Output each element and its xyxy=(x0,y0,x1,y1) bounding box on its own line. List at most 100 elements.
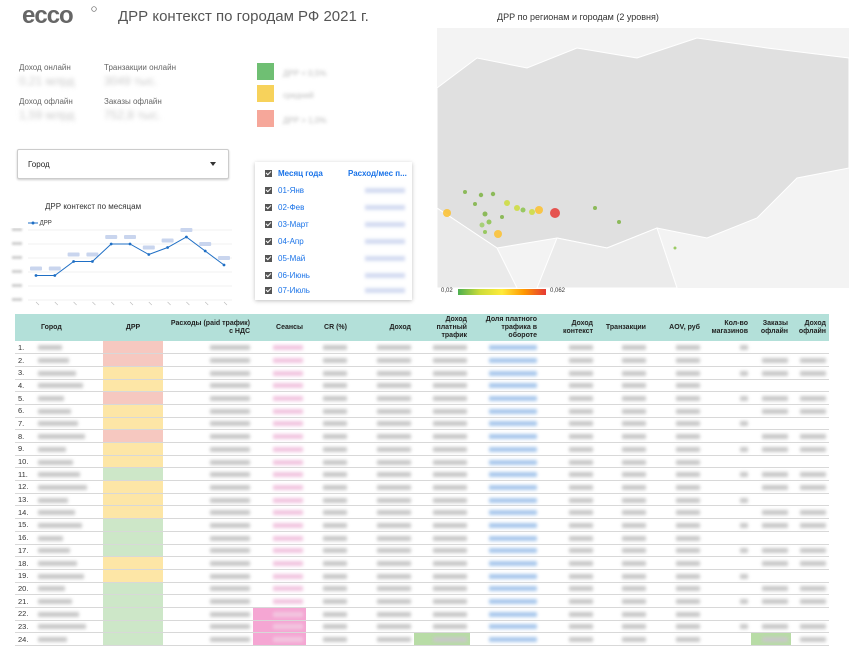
table-row[interactable]: 24. xyxy=(15,632,829,646)
column-header[interactable]: CR (%) xyxy=(306,314,350,341)
row-checkbox[interactable] xyxy=(265,204,272,211)
y-tick-hidden xyxy=(12,256,22,259)
city-marker[interactable] xyxy=(504,200,510,206)
value-hidden xyxy=(569,548,593,554)
column-header[interactable]: Сеансы xyxy=(253,314,306,341)
column-header[interactable]: Доход xyxy=(350,314,414,341)
table-row[interactable]: 11. xyxy=(15,467,829,482)
table-row[interactable]: 1. xyxy=(15,341,829,355)
table-row[interactable]: 17. xyxy=(15,544,829,558)
city-marker[interactable] xyxy=(500,215,504,219)
table-row[interactable]: 15. xyxy=(15,518,829,532)
city-marker[interactable] xyxy=(535,206,543,214)
row-checkbox[interactable] xyxy=(265,287,272,294)
spend-value-hidden xyxy=(365,205,405,210)
spend-header[interactable]: Расход/мес п... xyxy=(348,169,407,178)
value-cell xyxy=(791,531,829,545)
table-row[interactable]: 20. xyxy=(15,582,829,596)
month-header[interactable]: Месяц года xyxy=(278,169,323,178)
month-row[interactable]: 06-Июнь xyxy=(255,268,412,285)
row-checkbox[interactable] xyxy=(265,255,272,262)
table-row[interactable]: 7. xyxy=(15,417,829,431)
table-row[interactable]: 9. xyxy=(15,442,829,456)
city-marker[interactable] xyxy=(514,205,520,211)
russia-map[interactable] xyxy=(436,28,850,289)
table-row[interactable]: 10. xyxy=(15,455,829,469)
table-row[interactable]: 14. xyxy=(15,505,829,520)
drr-cell xyxy=(103,417,163,431)
table-row[interactable]: 8. xyxy=(15,429,829,443)
table-row[interactable]: 19. xyxy=(15,569,829,583)
row-checkbox[interactable] xyxy=(265,187,272,194)
table-row[interactable]: 18. xyxy=(15,556,829,570)
value-hidden xyxy=(433,396,467,402)
value-hidden xyxy=(569,624,593,630)
row-checkbox[interactable] xyxy=(265,221,272,228)
city-marker[interactable] xyxy=(486,219,492,225)
column-header[interactable]: ДРР xyxy=(103,314,163,341)
spend-value-hidden xyxy=(365,273,405,278)
value-cell xyxy=(540,505,596,520)
column-header[interactable]: Расходы (paid трафик) с НДС xyxy=(163,314,253,341)
month-row[interactable]: 05-Май xyxy=(255,251,412,268)
table-row[interactable]: 22. xyxy=(15,607,829,621)
column-header[interactable]: Транзакции xyxy=(596,314,649,341)
table-row[interactable]: 3. xyxy=(15,366,829,380)
city-marker[interactable] xyxy=(478,192,484,198)
value-cell xyxy=(414,467,470,482)
city-marker[interactable] xyxy=(494,230,502,238)
city-marker[interactable] xyxy=(473,202,477,206)
column-header[interactable]: Доход контекст xyxy=(540,314,596,341)
city-marker[interactable] xyxy=(529,209,535,215)
table-row[interactable]: 21. xyxy=(15,594,829,608)
month-row[interactable]: 03-Март xyxy=(255,217,412,234)
table-row[interactable]: 23. xyxy=(15,620,829,634)
value-cell xyxy=(350,632,414,646)
city-marker[interactable] xyxy=(483,230,487,234)
legend-swatch-bad xyxy=(257,110,274,127)
value-cell xyxy=(306,569,350,583)
value-cell xyxy=(791,353,829,367)
column-header[interactable]: Доля платного трафика в обороте xyxy=(470,314,540,341)
row-checkbox[interactable] xyxy=(265,238,272,245)
city-marker[interactable] xyxy=(673,246,677,250)
y-tick-hidden xyxy=(12,284,22,287)
month-row[interactable]: 07-Июль xyxy=(255,283,412,300)
row-checkbox[interactable] xyxy=(265,272,272,279)
city-filter-dropdown[interactable]: Город xyxy=(17,149,229,179)
x-tick-hidden xyxy=(54,301,59,306)
city-marker[interactable] xyxy=(593,206,597,210)
month-row[interactable]: 01-Янв xyxy=(255,183,412,200)
column-header[interactable]: Город xyxy=(15,314,103,341)
table-row[interactable]: 12. xyxy=(15,480,829,494)
table-row[interactable]: 4. xyxy=(15,379,829,393)
city-marker[interactable] xyxy=(617,220,621,224)
column-header[interactable]: Кол-во магазинов xyxy=(703,314,751,341)
city-marker[interactable] xyxy=(463,190,467,194)
value-cell xyxy=(306,544,350,558)
city-marker[interactable] xyxy=(550,208,560,218)
table-row[interactable]: 13. xyxy=(15,493,829,507)
city-marker[interactable] xyxy=(520,207,526,213)
column-header[interactable]: Заказы офлайн xyxy=(751,314,791,341)
table-row[interactable]: 6. xyxy=(15,404,829,418)
landmass-shape xyxy=(536,227,678,289)
table-row[interactable]: 2. xyxy=(15,353,829,367)
month-row[interactable]: 02-Фев xyxy=(255,200,412,217)
value-hidden xyxy=(489,573,537,579)
value-hidden xyxy=(676,522,700,528)
select-all-checkbox[interactable] xyxy=(265,170,272,177)
city-marker[interactable] xyxy=(490,191,496,197)
city-marker[interactable] xyxy=(443,209,451,217)
city-marker[interactable] xyxy=(479,222,485,228)
column-header[interactable]: Доход офлайн xyxy=(791,314,829,341)
city-marker[interactable] xyxy=(482,211,488,217)
data-label-hidden xyxy=(86,252,99,257)
month-row[interactable]: 04-Апр xyxy=(255,234,412,251)
city-cell: 19. xyxy=(15,569,103,583)
column-header[interactable]: AOV, руб xyxy=(649,314,703,341)
column-header[interactable]: Доход платный трафик xyxy=(414,314,470,341)
table-row[interactable]: 5. xyxy=(15,391,829,405)
city-name-hidden xyxy=(38,611,79,617)
table-row[interactable]: 16. xyxy=(15,531,829,545)
